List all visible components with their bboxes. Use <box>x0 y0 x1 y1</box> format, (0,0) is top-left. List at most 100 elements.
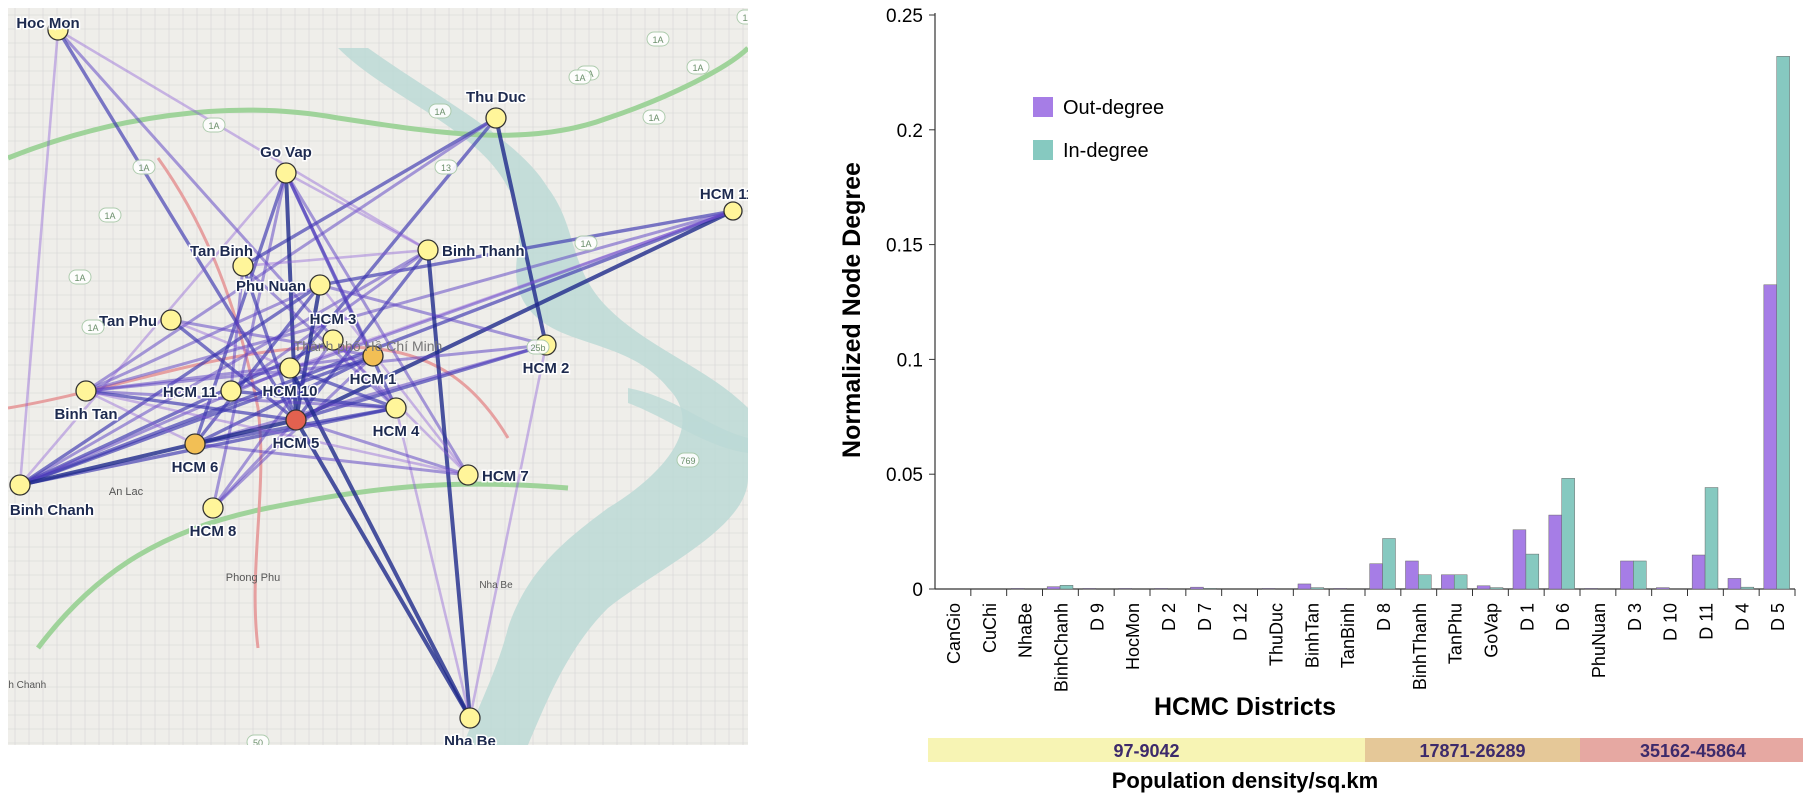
svg-text:1A: 1A <box>652 35 663 45</box>
x-tick-label: HocMon <box>1123 603 1143 670</box>
network-edge-phu-nuan-hcm7 <box>318 283 470 477</box>
degree-chart-panel: 0 0.05 0.1 0.15 0.2 0.25 CanGio CuChi NhaBe Binh… <box>760 0 1803 800</box>
x-tick-label: CanGio <box>944 603 964 664</box>
population-density-bar: 97-9042 17871-26289 35162-45864 <box>928 738 1803 762</box>
x-tick-label: D 9 <box>1087 603 1107 631</box>
district-node-binh-chanh <box>9 474 31 496</box>
network-edge-binh-thanh-binh-chanh <box>18 248 430 487</box>
bar-in-degree-binhthanh <box>1418 574 1432 590</box>
bar-out-degree-d2 <box>1154 588 1168 590</box>
map-place-label: Thành phố Hồ Chí Minh <box>294 338 443 354</box>
river-branch <box>628 388 748 453</box>
network-edge-hcm10-binh-chanh <box>18 366 292 487</box>
district-label-phu-nuan: Phu Nuan <box>236 278 306 295</box>
network-edge-go-vap-binh-thanh <box>284 171 430 252</box>
district-node-hcm6 <box>184 433 206 455</box>
bar-out-degree-d6 <box>1548 514 1562 590</box>
degree-bar-chart: 0 0.05 0.1 0.15 0.2 0.25 CanGio CuChi NhaBe Binh… <box>838 6 1803 793</box>
density-band <box>1365 738 1580 762</box>
network-edge-hcm11-hcm4 <box>229 389 398 410</box>
network-edge-thu-duc-hcm10 <box>288 116 498 370</box>
district-label-binh-chanh: Binh Chanh <box>10 502 94 519</box>
road-badge: 25b <box>526 339 550 355</box>
legend-swatch-in-degree <box>1033 140 1053 160</box>
x-tick-label: TanPhu <box>1446 603 1466 664</box>
bar-out-degree-thuduc <box>1261 588 1276 590</box>
district-node-hcm5 <box>285 409 307 431</box>
x-tick-label: D 12 <box>1231 603 1251 641</box>
bar-in-degree-tanphu <box>1453 574 1468 590</box>
district-label-hcm7: HCM 7 <box>482 468 529 485</box>
bar-out-degree-d4 <box>1727 578 1742 590</box>
x-tick-label: BinhThanh <box>1410 603 1430 690</box>
network-edge-hcm11-east-hcm11 <box>229 209 735 393</box>
y-tick-label: 0.2 <box>897 121 923 142</box>
road-badge: 1A <box>428 103 452 119</box>
chart-legend: Out-degree In-degree <box>1033 97 1164 162</box>
district-network-map: Hoc Mon Thu Duc Go Vap HCM 11 Tan Binh Binh T… <box>8 8 748 745</box>
district-node-go-vap <box>275 162 297 184</box>
x-tick-label: BinhTan <box>1302 603 1322 668</box>
network-edge-hoc-mon-binh-chanh <box>18 28 60 487</box>
network-edge-phu-nuan-binh-chanh <box>18 283 322 487</box>
network-edge-hcm5-hcm7 <box>294 418 470 477</box>
x-tick-label: TanBinh <box>1338 603 1358 668</box>
svg-text:1A: 1A <box>648 113 659 123</box>
x-tick-label: D 1 <box>1517 603 1537 631</box>
district-node-hcm1 <box>362 345 384 367</box>
bar-in-degree-binhchanh <box>1059 585 1074 590</box>
district-node-hcm7 <box>457 464 479 486</box>
network-edge-tan-binh-binh-thanh <box>241 248 430 268</box>
network-edge-binh-thanh-hcm11 <box>229 248 430 393</box>
district-node-hcm11 <box>220 380 242 402</box>
legend-swatch-out-degree <box>1033 97 1053 117</box>
district-label-hcm11-east: HCM 11 <box>700 186 748 203</box>
network-edge-go-vap-hcm7 <box>284 171 470 477</box>
legend-label-in-degree: In-degree <box>1063 140 1149 162</box>
road-badge: 1A <box>646 31 670 47</box>
map-place-label: An Lac <box>109 486 144 498</box>
network-edge-go-vap-hcm1 <box>284 171 375 358</box>
network-edge-hcm2-nha-be <box>468 343 548 720</box>
x-tick-label: PhuNuan <box>1589 603 1609 678</box>
network-edge-hcm11-east-hcm5 <box>294 209 735 422</box>
map-place-label: Binh Chanh <box>8 680 46 691</box>
bar-in-degree-govap <box>1489 587 1504 590</box>
district-node-tan-phu <box>160 309 182 331</box>
road-badge: 1A <box>132 159 156 175</box>
district-node-hcm10 <box>279 357 301 379</box>
network-edge-hcm1-binh-tan <box>84 354 375 393</box>
major-road-2 <box>156 157 263 649</box>
bar-out-degree-d9 <box>1082 588 1097 590</box>
x-tick-label: GoVap <box>1481 603 1501 658</box>
district-label-thu-duc: Thu Duc <box>466 89 526 106</box>
district-label-hcm5: HCM 5 <box>273 435 320 452</box>
network-edge-binh-thanh-nha-be <box>426 248 472 720</box>
district-label-nha-be: Nha Be <box>444 733 496 745</box>
svg-text:1A: 1A <box>208 121 219 131</box>
map-place-label: Nha Be <box>479 580 513 591</box>
bar-out-degree-d5 <box>1763 284 1777 590</box>
district-node-nha-be <box>459 707 481 729</box>
network-edge-binh-tan-hcm7 <box>84 389 470 477</box>
map-place-label: Phong Phu <box>226 572 280 584</box>
road-badge: 1A <box>642 109 666 125</box>
svg-text:1A: 1A <box>692 63 703 73</box>
density-band <box>1580 738 1803 762</box>
district-label-hcm1: HCM 1 <box>350 371 397 388</box>
bar-in-degree-binhtan <box>1310 587 1325 590</box>
network-edge-hcm11-east-binh-tan <box>84 209 735 393</box>
district-label-hcm8: HCM 8 <box>190 523 237 540</box>
x-tick-labels: CanGio CuChi NhaBe BinhChanh D 9 HocMon D 2 D 7… <box>944 603 1788 692</box>
network-edge-hcm2-hcm6 <box>193 343 548 446</box>
road-badge: 769 <box>676 452 700 468</box>
road-badge: 1A <box>568 69 592 85</box>
district-label-hcm6: HCM 6 <box>172 459 219 476</box>
bar-out-degree-binhthanh <box>1405 560 1419 590</box>
y-tick-label: 0.05 <box>886 465 923 486</box>
x-tick-label: D 8 <box>1374 603 1394 631</box>
district-node-hcm8 <box>202 497 224 519</box>
district-node-binh-tan <box>75 380 97 402</box>
district-label-hcm2: HCM 2 <box>523 360 570 377</box>
y-tick-label: 0 <box>912 580 923 601</box>
